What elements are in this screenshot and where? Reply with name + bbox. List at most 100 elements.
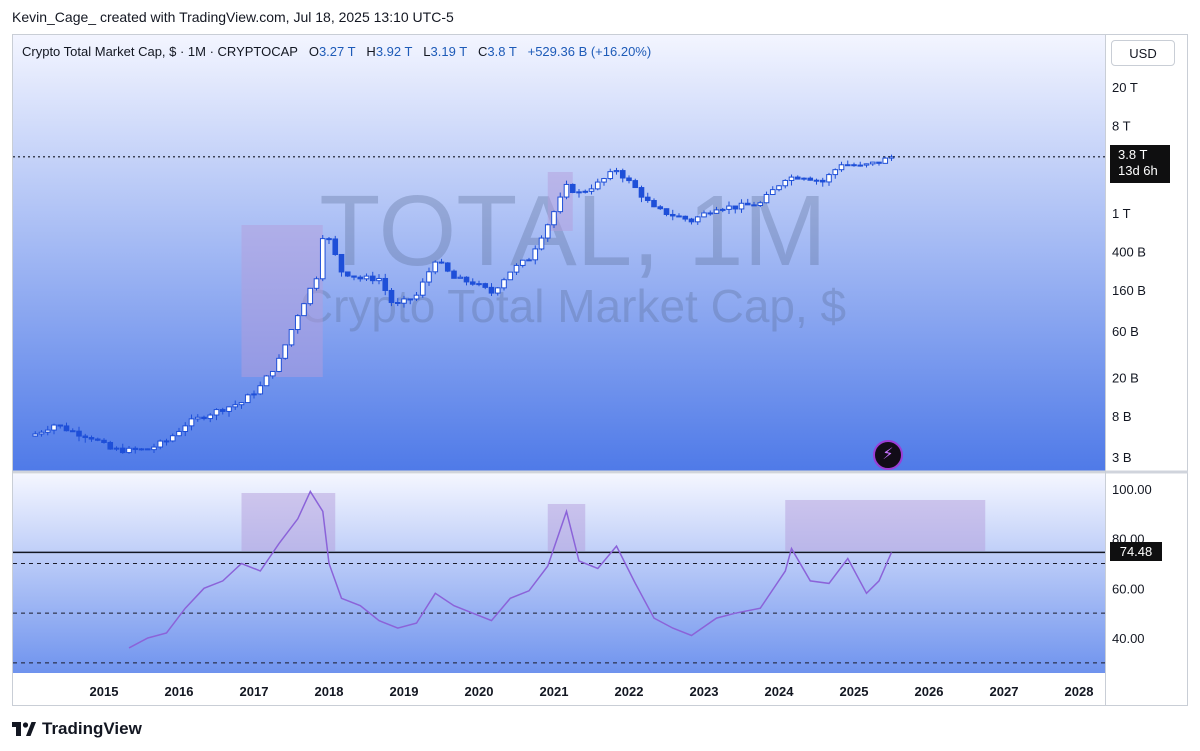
price-tick-label: 60 B [1112,324,1139,339]
price-tick-label: 8 B [1112,409,1132,424]
candle-body [382,277,389,291]
price-tick-label: 3 B [1112,450,1132,465]
candle-body [63,425,70,432]
bar-countdown: 13d 6h [1118,163,1158,178]
currency-button[interactable]: USD [1111,40,1175,66]
time-tick-label: 2024 [765,684,795,699]
candle-body [163,440,170,443]
price-axis[interactable]: 20 T 8 T 1 T 400 B 160 B 60 B 20 B 8 B 3 B 100.00… [1106,34,1188,706]
candle-body [569,183,576,193]
tradingview-logo[interactable]: TradingView [12,719,142,739]
symbol-legend[interactable]: Crypto Total Market Cap, $ · 1M · CRYPTO… [22,44,651,59]
price-pane-background [13,35,1105,471]
candle-body [494,287,501,294]
legend-title: Crypto Total Market Cap, $ · 1M · CRYPTO… [22,44,298,59]
candle-body [413,294,420,300]
candle-body [694,216,701,223]
candle-body [776,185,782,191]
candle-body [726,205,732,210]
legend-open-value: 3.27 T [318,44,356,59]
candle-body [513,264,520,273]
candle-body [638,187,645,198]
candle-body [557,196,564,213]
candle-body [488,286,495,294]
candle-body [76,430,82,437]
legend-low-value: 3.19 T [430,44,468,59]
candle-body [738,202,745,210]
time-tick-label: 2023 [690,684,719,699]
lightning-icon[interactable]: ⚡ [873,440,903,470]
candle-body [619,170,626,179]
brand-name: TradingView [42,719,142,738]
candle-body [576,191,582,194]
candle-body [588,188,595,192]
candle-body [151,446,157,451]
candle-body [369,275,376,282]
price-axis-canvas: 20 T 8 T 1 T 400 B 160 B 60 B 20 B 8 B 3 B 100.00… [1106,80,1188,646]
candle-body [426,271,432,283]
candle-body [882,157,889,164]
candle-body [888,156,895,159]
candle-body [701,212,707,218]
candle-body [457,276,464,279]
price-tick-label: 1 T [1112,206,1131,221]
candle-body [744,202,751,206]
candle-body [94,438,101,441]
candle-body [126,447,132,454]
candle-body [363,275,370,280]
candle-body [288,329,295,346]
candle-body [438,261,445,264]
candle-body [307,287,314,305]
candle-body [251,393,257,396]
candle-body [851,164,857,167]
watermark-name: Crypto Total Market Cap, $ [300,280,846,332]
candle-body [144,448,151,451]
candle-body [544,224,551,239]
candle-body [326,238,332,241]
time-tick-label: 2022 [615,684,644,699]
rsi-tick-label: 100.00 [1112,482,1152,497]
legend-close-label: C [477,44,488,59]
rsi-level-tag: 74.48 [1110,542,1162,561]
candle-body [357,276,364,280]
legend-close-value: 3.8 T [487,44,517,59]
watermark-symbol: TOTAL, 1M [319,175,827,287]
time-tick-label: 2028 [1065,684,1094,699]
candle-body [182,425,189,433]
candle-body [807,177,814,181]
candle-body [219,409,226,412]
candle-body [263,375,270,387]
candle-body [876,161,882,164]
candle-body [269,370,276,377]
candle-body [276,357,282,372]
candle-body [226,406,232,412]
time-tick-label: 2018 [315,684,344,699]
candle-body [707,212,714,215]
candle-body [563,183,570,198]
candle-body [801,177,807,180]
candle-body [188,418,195,427]
candle-body [657,206,664,210]
candle-body [632,180,639,189]
candle-body [682,215,689,220]
chart-frame[interactable]: TOTAL, 1M Crypto Total Market Cap, $ 2015 2… [12,34,1106,706]
candle-body [176,431,182,437]
candle-body [601,178,607,183]
candle-body [613,170,620,173]
candle-body [688,218,695,223]
time-tick-label: 2021 [540,684,569,699]
candle-body [119,447,126,454]
candle-body [819,179,826,183]
candle-body [313,278,320,289]
rsi-highlight-box [785,500,986,551]
candle-body [57,424,64,427]
candle-body [482,283,489,288]
candle-body [551,211,557,226]
candle-body [344,271,351,277]
candle-body [463,276,470,283]
candle-body [651,200,657,208]
candle-body [751,204,757,207]
price-tick-label: 400 B [1112,244,1146,259]
candle-body [838,164,845,171]
